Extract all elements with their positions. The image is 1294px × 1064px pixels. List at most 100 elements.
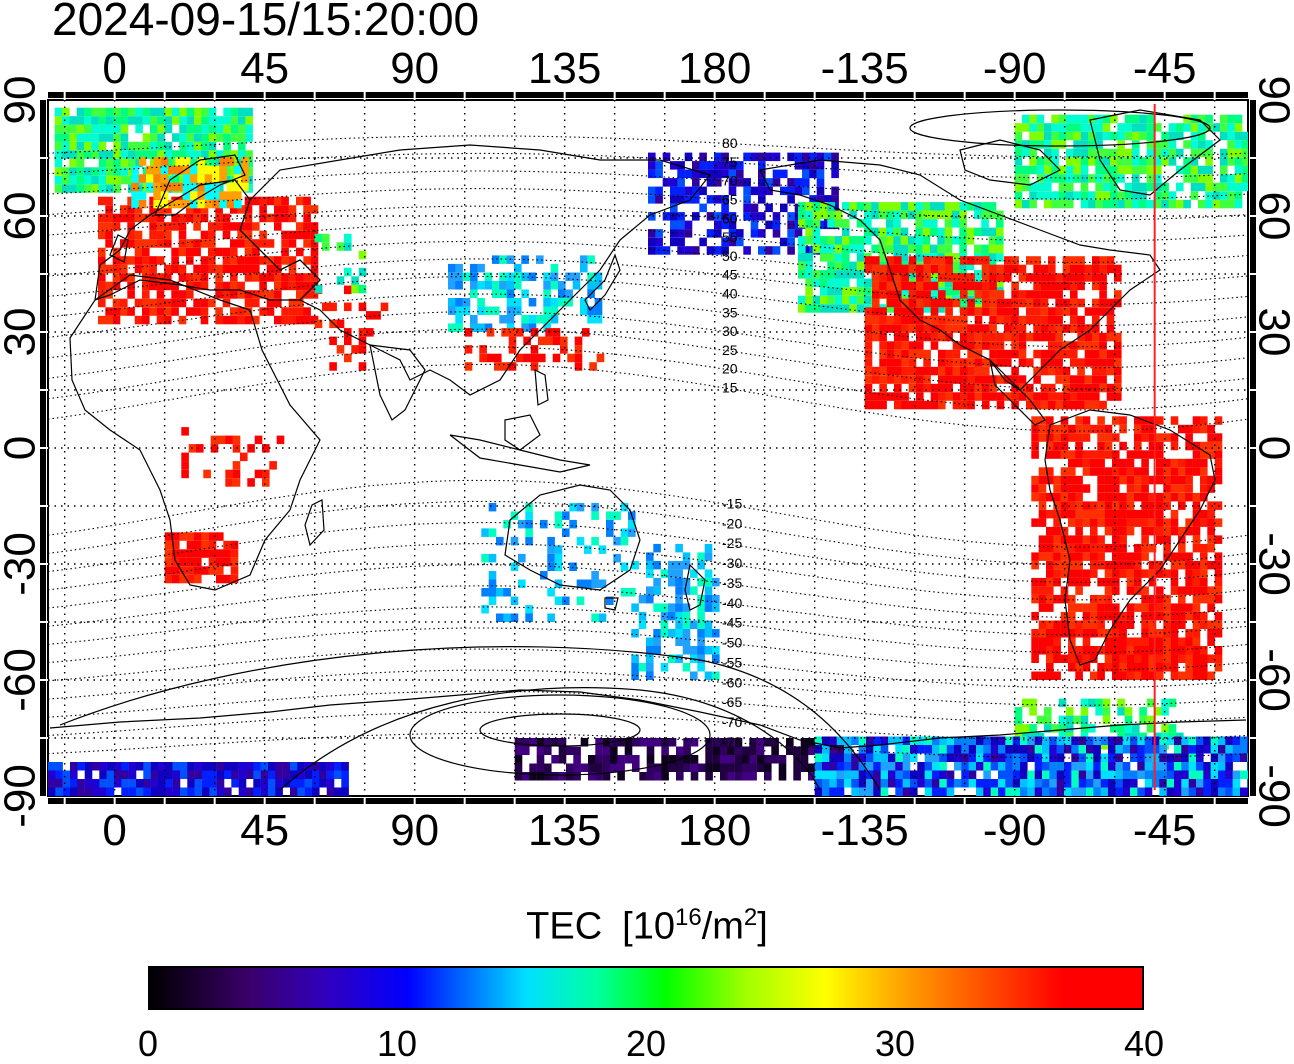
top-lon-label: 90 [390, 44, 439, 93]
right-lat-label: -30 [1250, 532, 1294, 596]
left-lat-label: -30 [0, 532, 45, 596]
lon-tick-gap [964, 92, 966, 100]
mlat-label: 65 [722, 192, 738, 208]
right-lat-label: 90 [1250, 76, 1294, 125]
lon-tick-gap [714, 798, 716, 806]
left-lat-label: 0 [0, 436, 45, 460]
left-lat-label: 30 [0, 308, 45, 357]
lon-tick-gap [764, 92, 766, 100]
colorbar [148, 966, 1144, 1010]
mlat-label: -55 [722, 654, 742, 670]
bottom-lon-label: 135 [528, 806, 601, 855]
bottom-lon-label: 45 [240, 806, 289, 855]
lon-tick-gap [814, 92, 816, 100]
lon-tick-gap [314, 92, 316, 100]
lon-tick-gap [514, 798, 516, 806]
mlat-label: -35 [722, 575, 742, 591]
lat-tick-gap [40, 737, 48, 739]
top-axis-bar [48, 92, 1248, 98]
lon-tick-gap [664, 92, 666, 100]
bottom-lon-label: 90 [390, 806, 439, 855]
lon-tick-gap [314, 798, 316, 806]
mlat-label: 50 [722, 248, 738, 264]
right-lat-label: 0 [1250, 436, 1294, 460]
lon-tick-gap [164, 92, 166, 100]
lat-tick-gap [40, 389, 48, 391]
lon-tick-gap [664, 798, 666, 806]
lon-tick-gap [614, 798, 616, 806]
mlat-label: -30 [722, 555, 742, 571]
top-lon-label: -135 [821, 44, 909, 93]
lon-tick-gap [214, 92, 216, 100]
top-lon-label: 135 [528, 44, 601, 93]
right-lat-label: -60 [1250, 648, 1294, 712]
left-lat-label: 60 [0, 192, 45, 241]
right-lat-label: 30 [1250, 308, 1294, 357]
left-lat-label: 90 [0, 76, 45, 125]
lat-tick-gap [40, 505, 48, 507]
lat-tick-gap [1250, 505, 1258, 507]
mlat-label: -65 [722, 694, 742, 710]
left-lat-label: -90 [0, 764, 45, 828]
lon-tick-gap [614, 92, 616, 100]
lon-tick-gap [564, 798, 566, 806]
lon-tick-gap [1164, 798, 1166, 806]
colorbar-unit-exponent-2: 2 [744, 904, 757, 931]
lon-tick-gap [264, 798, 266, 806]
lon-tick-gap [864, 798, 866, 806]
colorbar-title: TEC[1016/m2] [0, 906, 1294, 946]
bottom-lon-label: 0 [102, 806, 126, 855]
lat-tick-gap [1250, 389, 1258, 391]
bottom-lon-label: -135 [821, 806, 909, 855]
mlat-label: -20 [722, 515, 742, 531]
lon-tick-gap [64, 92, 66, 100]
mlat-label: 40 [722, 285, 738, 301]
mlat-label: -45 [722, 615, 742, 631]
mlat-label: -75 [722, 734, 742, 750]
lon-tick-gap [914, 92, 916, 100]
mlat-label: -40 [722, 595, 742, 611]
colorbar-title-main: TEC [526, 906, 602, 948]
mlat-label: 70 [722, 173, 738, 189]
mlat-label: -50 [722, 635, 742, 651]
lon-tick-gap [1114, 798, 1116, 806]
lon-tick-gap [464, 92, 466, 100]
mlat-label: -60 [722, 674, 742, 690]
lon-tick-gap [514, 92, 516, 100]
lon-tick-gap [114, 798, 116, 806]
mlat-label: 20 [722, 361, 738, 377]
tec-region-antarctic-west [48, 762, 349, 796]
lon-tick-gap [364, 92, 366, 100]
lon-tick-gap [864, 92, 866, 100]
bottom-lon-label: -90 [983, 806, 1047, 855]
top-lon-label: 45 [240, 44, 289, 93]
mlat-label: -15 [722, 495, 742, 511]
mlat-label: 55 [722, 229, 738, 245]
mlat-label: 25 [722, 342, 738, 358]
colorbar-unit-close: ] [757, 906, 768, 948]
bottom-lon-label: 180 [678, 806, 751, 855]
right-lat-label: 60 [1250, 192, 1294, 241]
mlat-label: -25 [722, 535, 742, 551]
tec-map: 8075706560555045403530252015-15-20-25-30… [0, 0, 1294, 900]
bottom-lon-label: -45 [1133, 806, 1197, 855]
lon-tick-gap [1114, 92, 1116, 100]
lon-tick-gap [1214, 92, 1216, 100]
lon-tick-gap [64, 798, 66, 806]
colorbar-unit-exponent: 16 [675, 904, 702, 931]
lon-tick-gap [414, 92, 416, 100]
lon-tick-gap [714, 92, 716, 100]
lon-tick-gap [1014, 798, 1016, 806]
lon-tick-gap [114, 92, 116, 100]
mlat-label: 15 [722, 379, 738, 395]
mlat-label: -70 [722, 714, 742, 730]
lon-tick-gap [214, 798, 216, 806]
lat-tick-gap [1250, 157, 1258, 159]
mlat-label: 60 [722, 210, 738, 226]
lon-tick-gap [1164, 92, 1166, 100]
lon-tick-gap [1214, 798, 1216, 806]
lat-tick-gap [1250, 273, 1258, 275]
lon-tick-gap [564, 92, 566, 100]
lon-tick-gap [1064, 798, 1066, 806]
lon-tick-gap [414, 798, 416, 806]
